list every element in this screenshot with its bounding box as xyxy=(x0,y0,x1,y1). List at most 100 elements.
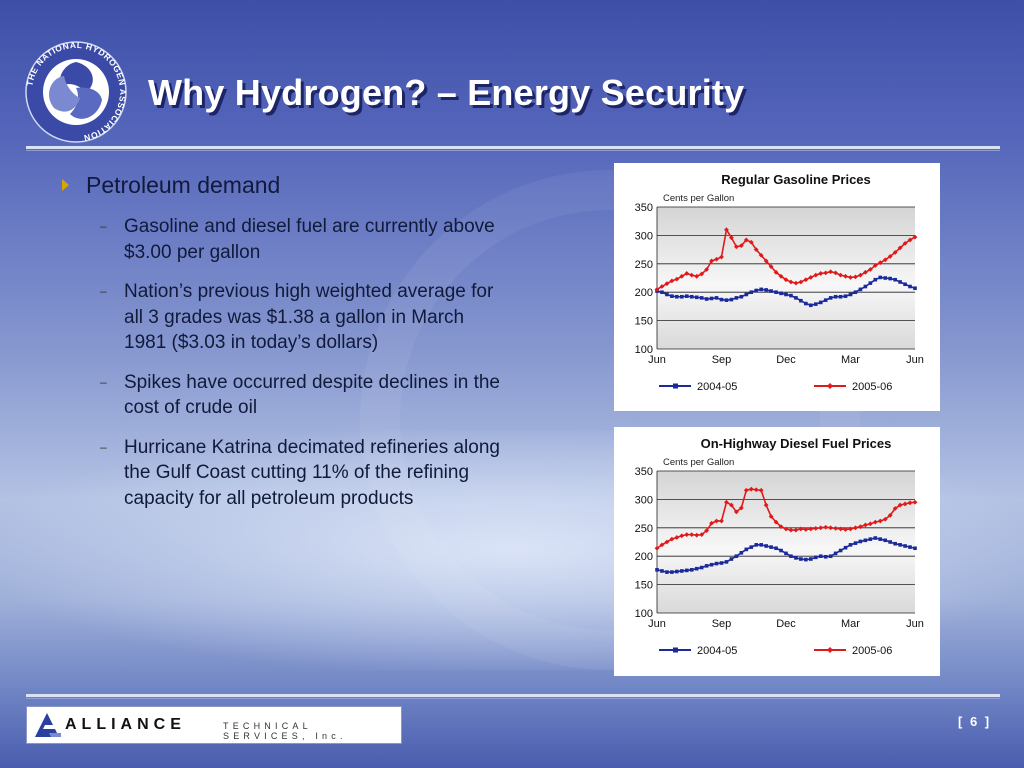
data-point xyxy=(773,519,779,525)
sub-bullet-text: Spikes have occurred despite declines in… xyxy=(124,371,501,419)
data-point xyxy=(739,294,744,299)
data-point xyxy=(774,290,778,294)
x-tick-label: Mar xyxy=(841,354,860,366)
data-point xyxy=(897,502,903,508)
data-point xyxy=(773,269,779,275)
data-point xyxy=(753,247,759,252)
data-point xyxy=(655,568,659,572)
data-point xyxy=(743,487,749,493)
data-point xyxy=(902,240,908,246)
data-point xyxy=(749,290,754,294)
top-divider-shadow xyxy=(26,150,1000,151)
data-point xyxy=(838,272,843,278)
data-point xyxy=(872,519,878,525)
dash-icon: – xyxy=(100,219,107,233)
data-point xyxy=(679,533,685,539)
data-point xyxy=(803,277,809,283)
legend-marker xyxy=(673,647,678,653)
data-point xyxy=(838,548,843,553)
data-point xyxy=(818,300,823,305)
data-point xyxy=(689,532,695,538)
data-point xyxy=(724,560,729,564)
data-point xyxy=(753,487,759,493)
y-tick-label: 300 xyxy=(635,230,653,242)
data-point xyxy=(808,275,814,280)
chart-title: On-Highway Diesel Fuel Prices xyxy=(701,436,892,451)
data-point xyxy=(893,277,897,282)
data-point xyxy=(684,294,689,298)
data-point xyxy=(793,527,799,533)
data-point xyxy=(694,295,699,300)
legend-marker xyxy=(827,647,833,653)
data-point xyxy=(714,518,719,524)
data-point xyxy=(883,276,888,280)
data-point xyxy=(729,235,734,241)
data-point xyxy=(699,271,705,277)
data-point xyxy=(833,551,838,556)
data-point xyxy=(788,279,794,285)
data-point xyxy=(867,267,873,272)
x-tick-label: Dec xyxy=(776,618,796,630)
data-point xyxy=(794,296,798,300)
data-point xyxy=(897,245,903,251)
data-point xyxy=(774,546,778,551)
data-point xyxy=(768,264,774,270)
data-point xyxy=(689,272,695,278)
x-tick-label: Jun xyxy=(648,354,666,366)
x-tick-label: Jun xyxy=(906,618,924,630)
data-point xyxy=(848,275,853,280)
data-point xyxy=(694,532,700,538)
y-tick-label: 100 xyxy=(635,608,653,620)
sub-bullet-text: Nation’s previous high weighted average … xyxy=(124,281,494,353)
data-point xyxy=(799,557,803,561)
bullet-arrow-icon xyxy=(62,179,69,191)
data-point xyxy=(699,532,705,538)
bullet-heading: Petroleum demand xyxy=(60,170,500,200)
data-point xyxy=(858,524,863,530)
data-point xyxy=(902,501,908,507)
data-point xyxy=(843,545,848,550)
x-tick-label: Jun xyxy=(648,618,666,630)
y-tick-label: 200 xyxy=(635,287,653,299)
data-point xyxy=(903,282,907,287)
data-point xyxy=(759,543,763,547)
data-point xyxy=(809,303,813,308)
data-point xyxy=(680,294,684,299)
x-tick-label: Mar xyxy=(841,618,860,630)
data-point xyxy=(862,269,868,275)
data-point xyxy=(823,524,829,530)
data-point xyxy=(887,512,893,518)
data-point xyxy=(733,509,739,515)
data-point xyxy=(744,292,749,297)
data-point xyxy=(853,274,858,280)
sub-bullet-1: – Gasoline and diesel fuel are currently… xyxy=(60,214,500,265)
data-point xyxy=(813,555,818,560)
data-point xyxy=(809,557,813,561)
data-point xyxy=(748,486,754,492)
data-point xyxy=(743,237,749,243)
data-point xyxy=(907,500,913,506)
plot-area xyxy=(657,471,915,613)
data-point xyxy=(699,296,704,300)
x-tick-label: Sep xyxy=(712,618,732,630)
data-point xyxy=(674,276,680,282)
data-point xyxy=(843,273,848,279)
data-point xyxy=(749,545,754,549)
data-point xyxy=(848,543,853,547)
data-point xyxy=(758,487,764,493)
data-point xyxy=(833,270,839,276)
gasoline-chart: Regular Gasoline Prices Cents per Gallon 1… xyxy=(614,163,940,411)
data-point xyxy=(724,227,729,233)
data-point xyxy=(769,545,773,549)
data-point xyxy=(798,526,804,532)
data-point xyxy=(799,298,803,303)
data-point xyxy=(843,294,848,298)
sub-bullet-2: – Nation’s previous high weighted averag… xyxy=(60,279,500,356)
data-point xyxy=(719,297,724,302)
data-point xyxy=(748,239,754,245)
data-point xyxy=(714,256,719,262)
data-point xyxy=(833,294,838,299)
data-point xyxy=(818,271,824,276)
data-point xyxy=(858,539,863,544)
data-point xyxy=(843,527,848,532)
